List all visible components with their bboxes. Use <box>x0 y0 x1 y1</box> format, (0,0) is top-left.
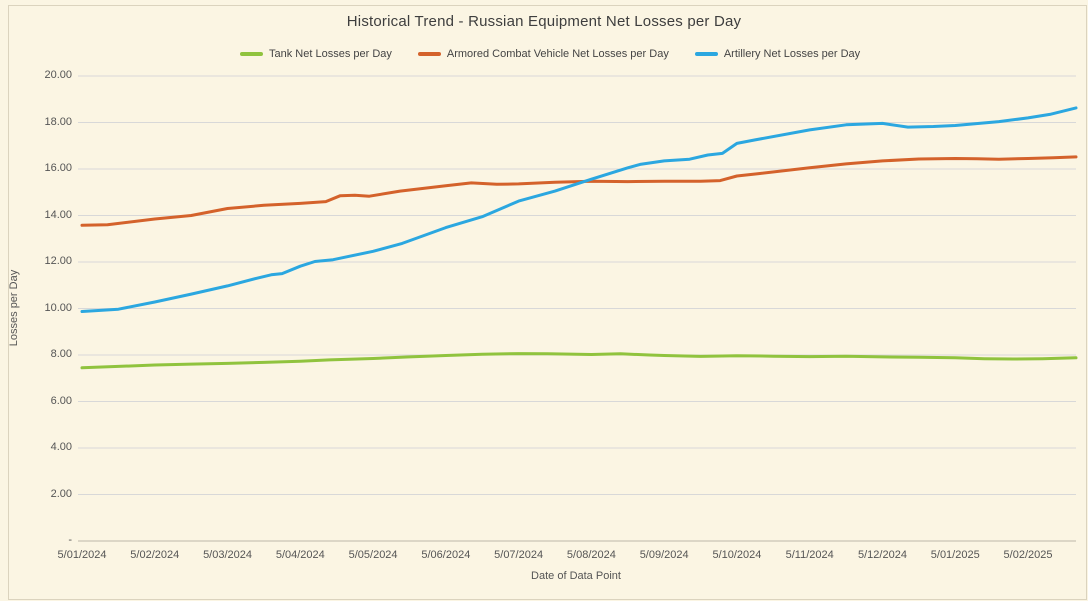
legend-swatch-icon <box>694 52 718 56</box>
x-tick-label: 5/06/2024 <box>421 549 471 561</box>
y-axis-title: Losses per Day <box>8 269 20 347</box>
x-tick-label: 5/02/2025 <box>1003 549 1053 561</box>
series-line-artillery <box>80 106 1078 313</box>
y-tick-label: 16.00 <box>44 162 72 174</box>
series-line-armored <box>80 155 1078 227</box>
legend-label: Artillery Net Losses per Day <box>723 48 861 60</box>
x-tick-label: 5/05/2024 <box>348 549 398 561</box>
legend-item: Armored Combat Vehicle Net Losses per Da… <box>417 48 669 60</box>
y-tick-label: 12.00 <box>44 255 72 267</box>
legend-label: Armored Combat Vehicle Net Losses per Da… <box>446 48 669 60</box>
y-tick-label: 14.00 <box>44 208 72 221</box>
x-tick-label: 5/09/2024 <box>639 549 689 561</box>
legend-item: Tank Net Losses per Day <box>240 48 392 60</box>
y-tick-label: 6.00 <box>50 394 72 407</box>
x-tick-label: 5/01/2025 <box>930 549 980 561</box>
chart-title: Historical Trend - Russian Equipment Net… <box>346 13 742 30</box>
y-tick-label: 2.00 <box>50 487 72 500</box>
x-tick-label: 5/07/2024 <box>494 549 544 561</box>
y-tick-label: - <box>68 534 72 546</box>
x-axis-title: Date of Data Point <box>531 570 621 582</box>
x-tick-label: 5/01/2024 <box>57 549 107 561</box>
legend-label: Tank Net Losses per Day <box>269 48 392 60</box>
x-tick-label: 5/12/2024 <box>858 549 907 561</box>
legend-item: Artillery Net Losses per Day <box>694 48 861 60</box>
legend-swatch-icon <box>240 52 263 56</box>
x-tick-label: 5/04/2024 <box>275 549 325 561</box>
x-tick-label: 5/02/2024 <box>130 549 180 561</box>
y-tick-label: 18.00 <box>44 115 72 128</box>
y-tick-label: 4.00 <box>50 441 72 453</box>
y-tick-label: 8.00 <box>50 348 72 360</box>
y-tick-label: 20.00 <box>44 69 72 81</box>
legend-swatch-icon <box>417 52 441 56</box>
x-tick-label: 5/03/2024 <box>203 549 252 561</box>
legend: Tank Net Losses per Day Armored Combat Ve… <box>240 48 860 60</box>
y-tick-label: 10.00 <box>44 301 72 314</box>
series-line-tank <box>80 352 1078 370</box>
x-tick-label: 5/11/2024 <box>785 549 834 561</box>
x-tick-label: 5/10/2024 <box>712 549 762 561</box>
x-tick-label: 5/08/2024 <box>566 549 616 561</box>
